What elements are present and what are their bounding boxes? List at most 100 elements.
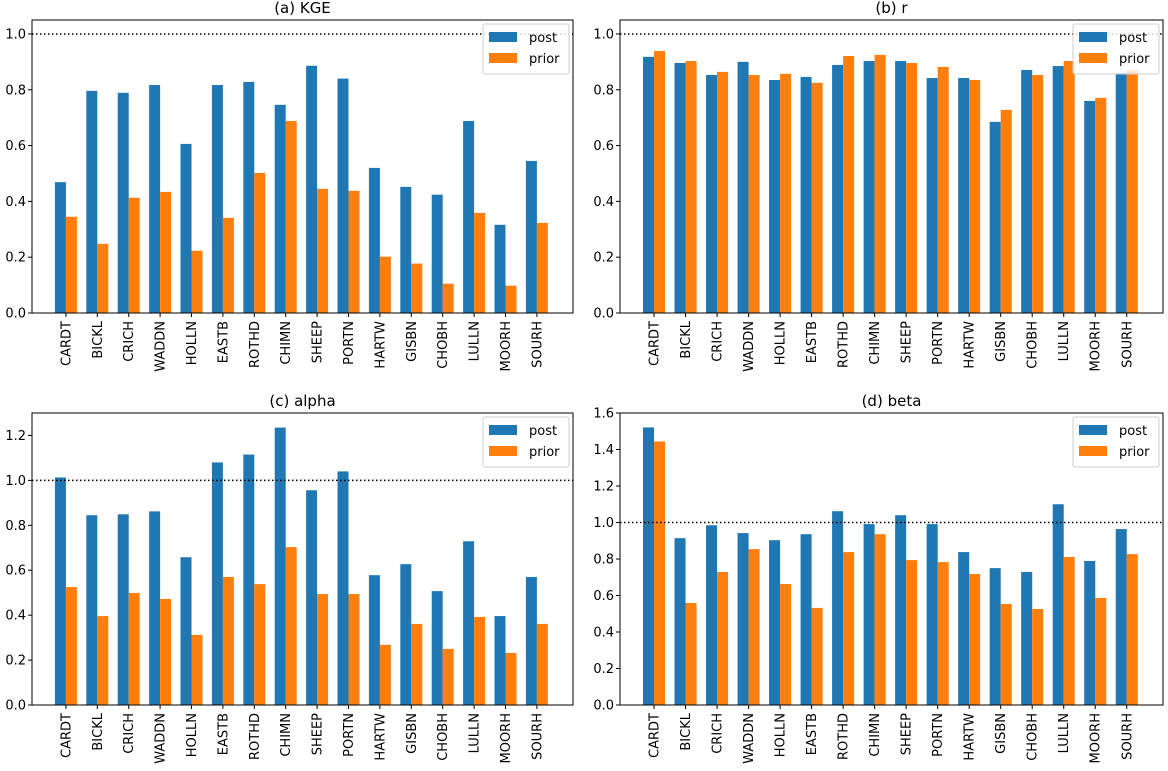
- bar-post-gisbn: [400, 564, 412, 705]
- x-tick-label: EASTB: [216, 713, 231, 755]
- bar-prior-cardt: [654, 441, 666, 705]
- x-tick-label: HOLLN: [774, 713, 789, 757]
- bar-prior-sourh: [536, 222, 548, 313]
- bar-prior-gisbn: [411, 623, 423, 705]
- bar-prior-waddn: [748, 549, 760, 705]
- x-tick-label: SHEEP: [900, 321, 915, 363]
- x-tick-label: HARTW: [373, 321, 388, 369]
- x-tick-label: HOLLN: [185, 321, 200, 365]
- x-tick-label: GISBN: [405, 321, 420, 362]
- y-tick-label: 0.6: [5, 564, 26, 579]
- x-tick-label: CHOBH: [436, 321, 451, 369]
- bar-prior-holln: [191, 634, 203, 705]
- bar-prior-lulln: [474, 616, 486, 705]
- chart-title: (a) KGE: [274, 0, 331, 17]
- bar-prior-chimn: [285, 121, 297, 314]
- bar-prior-lulln: [1063, 61, 1075, 313]
- bar-prior-sheep: [906, 560, 918, 705]
- x-tick-label: LULLN: [468, 713, 483, 753]
- x-tick-label: PORTN: [342, 321, 357, 365]
- bar-prior-chobh: [442, 648, 454, 705]
- x-tick-label: SOURH: [530, 713, 545, 760]
- x-tick-label: WADDN: [742, 321, 757, 372]
- x-tick-label: CHIMN: [279, 321, 294, 365]
- x-tick-label: CHOBH: [1026, 321, 1041, 369]
- x-tick-label: CHOBH: [436, 713, 451, 761]
- bar-post-lulln: [1052, 66, 1064, 313]
- bar-post-rothd: [243, 454, 255, 705]
- bar-post-chimn: [863, 524, 875, 705]
- bar-post-moorh: [494, 616, 506, 705]
- x-tick-label: BICKL: [91, 712, 106, 750]
- bar-prior-bickl: [97, 616, 109, 705]
- x-tick-label: SHEEP: [900, 713, 915, 755]
- bar-prior-portn: [348, 190, 360, 313]
- bar-post-sourh: [1115, 73, 1127, 314]
- bar-prior-eastb: [222, 217, 234, 313]
- x-tick-label: CARDT: [648, 713, 663, 758]
- y-tick-label: 0.4: [5, 195, 26, 210]
- bar-prior-sourh: [1126, 70, 1138, 313]
- bar-post-hartw: [958, 552, 970, 705]
- bar-post-eastb: [211, 462, 223, 705]
- x-tick-label: MOORH: [1089, 321, 1104, 372]
- y-tick-label: 1.4: [593, 443, 614, 458]
- legend-label-post: post: [529, 31, 557, 46]
- bar-post-bickl: [674, 62, 686, 313]
- bar-post-gisbn: [400, 186, 412, 313]
- bar-post-bickl: [674, 538, 686, 705]
- x-tick-label: SOURH: [530, 321, 545, 368]
- x-tick-label: GISBN: [405, 713, 420, 754]
- bar-prior-rothd: [843, 552, 855, 705]
- y-tick-label: 0.6: [5, 139, 26, 154]
- x-tick-label: CHIMN: [279, 713, 294, 757]
- bar-post-bickl: [86, 515, 98, 705]
- bar-prior-lulln: [1063, 556, 1075, 705]
- bar-prior-waddn: [748, 74, 760, 313]
- bar-post-cardt: [54, 182, 66, 313]
- x-tick-label: EASTB: [805, 321, 820, 363]
- x-tick-label: EASTB: [216, 321, 231, 363]
- bar-prior-waddn: [160, 191, 172, 313]
- chart-title: (b) r: [875, 0, 908, 17]
- legend-swatch-prior: [489, 53, 517, 63]
- bar-prior-moorh: [1095, 597, 1107, 705]
- bar-prior-bickl: [685, 61, 697, 313]
- panel-3: 0.0 0.2 0.4 0.6 0.8 1.0 1.2 CARDT BICKL CRICH WADD…: [5, 392, 574, 764]
- x-tick-label: LULLN: [1057, 321, 1072, 361]
- bar-post-rothd: [832, 511, 844, 705]
- x-tick-label: PORTN: [931, 713, 946, 757]
- legend-swatch-prior: [489, 446, 517, 456]
- bar-post-chobh: [1021, 69, 1033, 313]
- legend-label-post: post: [1119, 424, 1147, 439]
- x-tick-label: BICKL: [91, 320, 106, 358]
- bar-prior-moorh: [505, 652, 517, 705]
- bar-post-chobh: [1021, 571, 1033, 705]
- bar-prior-holln: [191, 250, 203, 313]
- bar-post-moorh: [494, 224, 506, 313]
- x-tick-label: CARDT: [59, 321, 74, 366]
- bar-post-moorh: [1084, 561, 1096, 705]
- bar-prior-eastb: [811, 607, 823, 705]
- bar-prior-bickl: [685, 602, 697, 705]
- y-tick-label: 0.8: [5, 519, 26, 534]
- bar-post-chimn: [863, 61, 875, 313]
- bar-post-sheep: [306, 65, 318, 313]
- bar-prior-chimn: [874, 534, 886, 705]
- bar-post-portn: [926, 78, 938, 313]
- y-tick-label: 1.2: [593, 480, 614, 495]
- bar-prior-waddn: [160, 598, 172, 705]
- bar-post-crich: [706, 74, 718, 313]
- x-tick-label: BICKL: [679, 320, 694, 358]
- legend-label-prior: prior: [1119, 445, 1150, 460]
- bar-prior-portn: [937, 562, 949, 705]
- chart-title: (d) beta: [862, 392, 922, 410]
- bar-post-gisbn: [989, 568, 1001, 706]
- x-tick-label: SHEEP: [311, 321, 326, 363]
- x-tick-label: LULLN: [468, 321, 483, 361]
- bar-prior-hartw: [969, 573, 981, 705]
- x-tick-label: HARTW: [963, 713, 978, 761]
- x-tick-label: EASTB: [805, 713, 820, 755]
- bar-post-sheep: [895, 61, 907, 313]
- bar-prior-chobh: [1032, 609, 1044, 705]
